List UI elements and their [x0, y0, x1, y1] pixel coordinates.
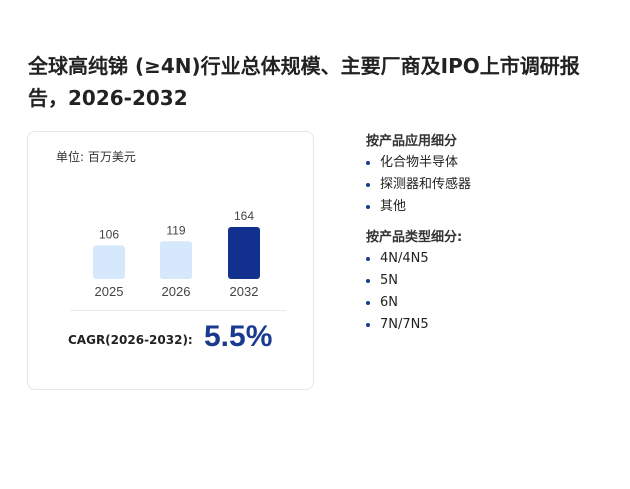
- x-tick-label: 2025: [95, 284, 124, 299]
- list-item: 6N: [366, 292, 616, 314]
- bar-2025: [93, 245, 125, 279]
- list-item-label: 6N: [380, 295, 398, 310]
- bullet-icon: [366, 183, 370, 187]
- type-segment-list: 4N/4N5 5N 6N 7N/7N5: [366, 248, 616, 336]
- list-item-label: 5N: [380, 273, 398, 288]
- segment-panel: 按产品应用细分 化合物半导体 探测器和传感器 其他 按产品类型细分: 4N/4N…: [366, 132, 616, 336]
- divider: [70, 310, 286, 311]
- list-item: 其他: [366, 196, 616, 218]
- bullet-icon: [366, 257, 370, 261]
- list-item-label: 化合物半导体: [380, 155, 459, 170]
- bullet-icon: [366, 279, 370, 283]
- bar-chart: 106 2025 119 2026 164 2032: [93, 209, 260, 299]
- bar-value-label: 119: [166, 223, 185, 237]
- cagr-label: CAGR(2026-2032):: [68, 333, 193, 347]
- market-size-card: 单位: 百万美元 106 2025 119 2026 164 2032 CAGR(2026…: [27, 131, 314, 390]
- bar-2032: [228, 227, 260, 279]
- bar-value-label: 106: [99, 227, 119, 241]
- page-title: 全球高纯锑 (≥4N)行业总体规模、主要厂商及IPO上市调研报告，2026-20…: [28, 54, 580, 110]
- type-segment-title: 按产品类型细分:: [366, 230, 463, 245]
- application-segment-title: 按产品应用细分: [366, 134, 458, 149]
- bar-value-label: 164: [234, 209, 254, 223]
- bullet-icon: [366, 205, 370, 209]
- list-item: 5N: [366, 270, 616, 292]
- x-tick-label: 2026: [162, 284, 191, 299]
- list-item-label: 探测器和传感器: [380, 177, 472, 192]
- bar-2026: [160, 241, 192, 279]
- list-item: 4N/4N5: [366, 248, 616, 270]
- list-item-label: 4N/4N5: [380, 251, 429, 266]
- bullet-icon: [366, 301, 370, 305]
- application-segment-list: 化合物半导体 探测器和传感器 其他: [366, 152, 616, 218]
- bullet-icon: [366, 161, 370, 165]
- unit-label: 单位: 百万美元: [56, 150, 136, 164]
- list-item-label: 7N/7N5: [380, 317, 429, 332]
- bullet-icon: [366, 323, 370, 327]
- list-item: 化合物半导体: [366, 152, 616, 174]
- x-tick-label: 2032: [230, 284, 259, 299]
- list-item-label: 其他: [380, 199, 407, 214]
- list-item: 7N/7N5: [366, 314, 616, 336]
- list-item: 探测器和传感器: [366, 174, 616, 196]
- cagr-value: 5.5%: [204, 320, 273, 353]
